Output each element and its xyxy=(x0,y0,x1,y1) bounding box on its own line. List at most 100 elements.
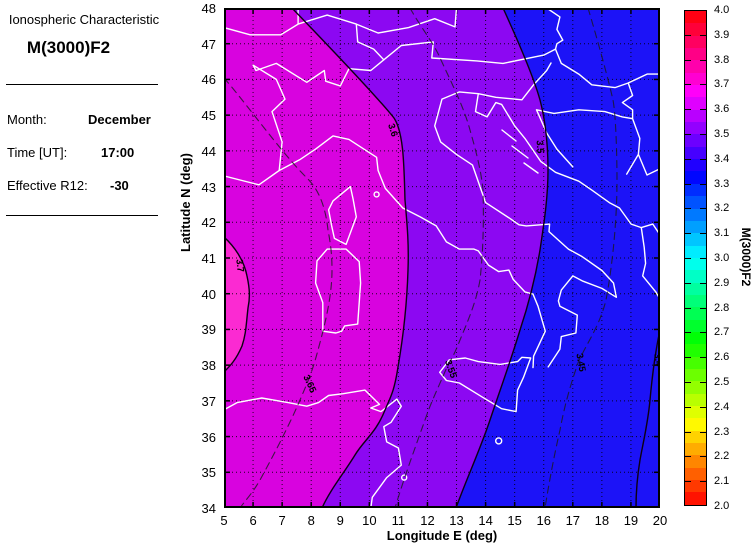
colorbar-tick xyxy=(685,109,691,111)
coast-islands xyxy=(501,129,539,174)
x-tick-label: 7 xyxy=(278,513,286,528)
coast-corsica xyxy=(327,185,357,246)
colorbar-tick xyxy=(700,258,706,259)
contour-3.6-line xyxy=(291,7,409,509)
colorbar-tick xyxy=(685,233,691,235)
colorbar-tick xyxy=(685,307,691,309)
border-sava-danube xyxy=(535,82,661,236)
colorbar-tick xyxy=(700,84,706,86)
x-tick-label: 20 xyxy=(652,513,668,528)
colorbar-segment xyxy=(685,270,706,283)
colorbar-segment xyxy=(685,492,706,505)
colorbar-tick xyxy=(685,332,691,334)
coast-north-africa xyxy=(223,389,402,509)
border-alps xyxy=(252,41,557,172)
colorbar-tick xyxy=(700,406,706,408)
colorbar-tick-label: 2.2 xyxy=(714,450,730,463)
x-tick-label: 6 xyxy=(249,513,257,528)
y-tick-label: 48 xyxy=(201,1,216,16)
colorbar-tick-label: 3.7 xyxy=(714,78,730,91)
colorbar-tick xyxy=(685,282,691,284)
border-slovenia-croatia xyxy=(477,62,552,101)
colorbar-segment xyxy=(685,455,706,468)
colorbar-tick-label: 2.7 xyxy=(714,326,730,339)
coast-sardinia xyxy=(314,248,362,334)
colorbar-tick xyxy=(685,481,691,483)
time-row: Time [UT]: xyxy=(7,145,67,160)
y-tick-label: 37 xyxy=(201,393,216,409)
x-tick-label: 15 xyxy=(507,513,522,528)
colorbar-tick xyxy=(685,456,691,458)
colorbar-tick-label: 2.0 xyxy=(714,500,730,512)
colorbar-segment xyxy=(685,381,706,394)
colorbar-segment xyxy=(685,171,706,184)
colorbar-segment xyxy=(685,109,706,123)
y-tick-label: 45 xyxy=(201,108,216,124)
contour-3.5-label: 3.5 xyxy=(534,140,546,154)
contour-3.6-label: 3.6 xyxy=(385,122,400,138)
colorbar-tick xyxy=(700,282,706,284)
colorbar-segment xyxy=(685,418,706,431)
contour-3.45-label: 3.45 xyxy=(573,353,587,374)
colorbar-tick xyxy=(700,382,706,383)
colorbar-tick-label: 2.9 xyxy=(714,276,730,289)
x-tick-label: 12 xyxy=(420,513,435,528)
r12-label: Effective R12: xyxy=(7,178,88,193)
colorbar-tick xyxy=(700,109,706,111)
colorbar-segment xyxy=(685,393,706,406)
colorbar-segment xyxy=(685,134,706,147)
colorbar-segment xyxy=(685,480,706,493)
month-value: December xyxy=(88,112,151,127)
colorbar-segment xyxy=(685,196,706,209)
colorbar-segment xyxy=(685,23,706,36)
colorbar-tick xyxy=(700,307,706,309)
colorbar-segment xyxy=(685,257,706,271)
x-tick-label: 18 xyxy=(594,513,610,528)
colorbar-tick-label: 3.8 xyxy=(714,53,730,66)
colorbar-tick xyxy=(685,183,691,185)
coastline-borders xyxy=(223,7,661,509)
r12-row: Effective R12: xyxy=(7,178,88,193)
sidebar-divider-bottom xyxy=(6,215,158,216)
time-value: 17:00 xyxy=(101,145,135,160)
y-tick-label: 44 xyxy=(201,143,216,159)
x-tick-label: 5 xyxy=(220,513,228,528)
colorbar-tick xyxy=(685,59,691,61)
colorbar-segment xyxy=(685,331,706,345)
colorbar-tick xyxy=(700,456,706,458)
x-axis-title: Longitude E (deg) xyxy=(386,528,498,543)
colorbar-segment xyxy=(685,282,706,295)
x-tick-label: 19 xyxy=(623,513,639,528)
colorbar-tick xyxy=(700,134,706,135)
colorbar-segment xyxy=(685,368,706,382)
colorbar-tick xyxy=(685,134,691,135)
colorbar-tick xyxy=(685,382,691,383)
colorbar-tick-label: 3.9 xyxy=(714,28,730,41)
colorbar-tick xyxy=(685,158,691,160)
y-tick-label: 41 xyxy=(201,251,216,266)
colorbar-tick xyxy=(685,406,691,408)
figure-title: M(3000)F2 xyxy=(26,38,111,57)
border-austria-hungary xyxy=(546,7,661,89)
x-tick-label: 8 xyxy=(307,513,315,528)
colorbar-segment xyxy=(685,35,706,49)
colorbar-tick-label: 3.1 xyxy=(714,227,730,240)
colorbar-tick xyxy=(685,357,691,359)
colorbar-tick-label: 2.8 xyxy=(714,301,730,314)
colorbar-segment xyxy=(685,307,706,320)
colorbar-title: M(3000)F2 xyxy=(739,227,753,287)
y-tick-label: 39 xyxy=(201,322,216,338)
colorbar-segment xyxy=(685,122,706,135)
contour-3.4-line xyxy=(635,329,661,509)
colorbar-tick-label: 2.3 xyxy=(714,425,730,438)
colorbar-tick-label: 3.3 xyxy=(714,177,730,190)
colorbar-tick-label: 3.6 xyxy=(714,103,730,116)
colorbar-segment xyxy=(685,60,706,73)
plot-frame xyxy=(224,8,660,508)
month-row: Month: xyxy=(7,112,47,127)
y-tick-label: 36 xyxy=(201,429,216,445)
x-tick-label: 17 xyxy=(565,513,581,528)
y-tick-label: 47 xyxy=(201,36,216,52)
coast-mainland xyxy=(223,91,661,369)
